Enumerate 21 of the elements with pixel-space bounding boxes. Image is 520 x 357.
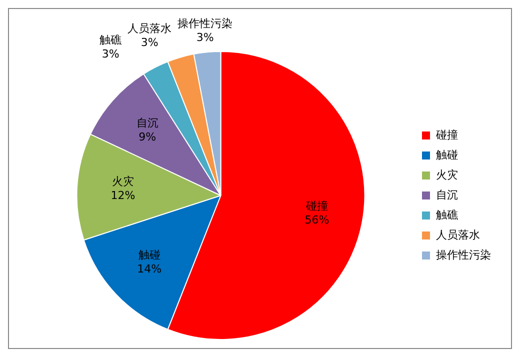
data-label: 9% (138, 130, 156, 144)
legend-label: 自沉 (436, 188, 458, 202)
data-label: 3% (196, 30, 214, 44)
data-label: 12% (110, 189, 136, 202)
legend-label: 触礁 (436, 208, 458, 222)
slice-label: 触礁 (100, 33, 122, 46)
data-label: 56% (304, 214, 330, 227)
slice-label: 自沉 (136, 116, 158, 130)
slice-label: 火灾 (112, 175, 134, 188)
slice-label: 人员落水 (128, 22, 172, 35)
slice-label: 碰撞 (304, 200, 328, 213)
legend-label: 碰撞 (435, 128, 458, 142)
slice-label: 触碰 (138, 248, 160, 262)
data-label: 3% (102, 47, 120, 60)
legend-label: 触碰 (436, 148, 458, 162)
data-label: 3% (140, 36, 158, 49)
legend-label: 操作性污染 (436, 248, 491, 262)
slice-label: 操作性污染 (178, 16, 233, 30)
legend-label: 火灾 (436, 168, 458, 182)
data-label: 14% (137, 262, 162, 276)
legend-label: 人员落水 (436, 228, 480, 242)
